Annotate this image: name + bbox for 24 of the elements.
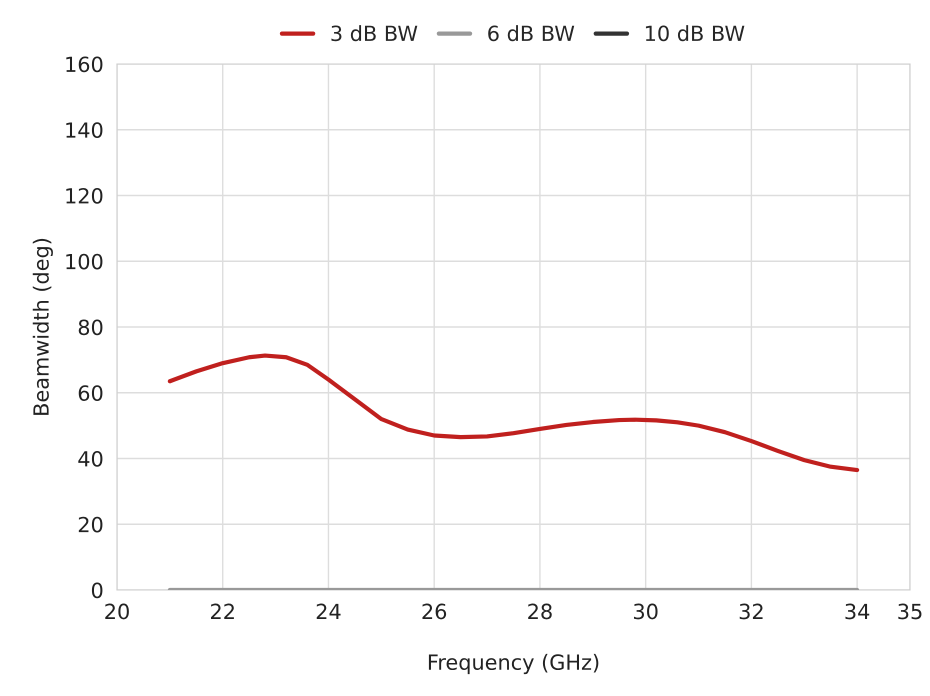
x-tick-label: 34: [845, 604, 870, 620]
y-tick-label: 40: [78, 450, 102, 467]
x-tick-label: 35: [898, 604, 922, 620]
x-tick-label: 28: [528, 604, 552, 620]
y-tick-label: 120: [66, 188, 102, 204]
y-tick-label: 100: [66, 254, 102, 270]
x-tick-label: 24: [316, 604, 341, 620]
y-tick-label: 160: [66, 56, 102, 72]
line-series: [168, 354, 860, 472]
x-tick-label: 20: [105, 604, 129, 620]
y-tick-label: 20: [78, 516, 102, 532]
legend-label: 10 dB BW: [646, 25, 744, 42]
x-tick-label: 26: [422, 604, 446, 620]
y-tick-label: 140: [66, 122, 102, 138]
y-tick-label: 0: [92, 582, 102, 598]
legend-label: 3 dB BW: [331, 25, 418, 42]
x-tick-label: 30: [634, 604, 658, 620]
x-tick-label: 32: [740, 604, 763, 620]
x-axis-title: Frequency (GHz): [428, 654, 598, 674]
x-tick-label: 22: [211, 604, 234, 620]
y-tick-label: 80: [78, 319, 102, 336]
y-tick-label: 60: [78, 385, 102, 401]
y-axis-title: Beamwidth (deg): [32, 238, 53, 415]
legend-label: 6 dB BW: [488, 25, 574, 42]
